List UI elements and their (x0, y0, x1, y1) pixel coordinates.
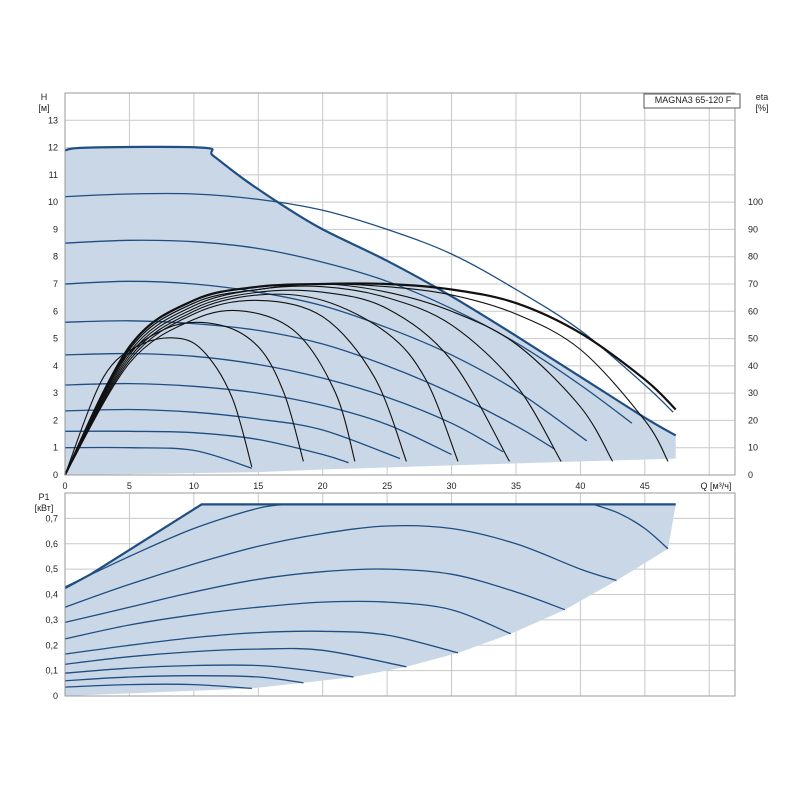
efficiency-max-curve (64, 282, 677, 476)
y-tick-label: 1 (53, 443, 58, 453)
y-tick-label: 8 (53, 252, 58, 262)
plot-frame (64, 492, 736, 697)
x-tick-label: 40 (575, 481, 585, 491)
efficiency-curve (64, 299, 407, 476)
y2-tick-label: 0 (748, 470, 753, 480)
speed-curve (64, 382, 452, 456)
p1-tick-label: 0,1 (45, 666, 58, 676)
efficiency-curve (64, 285, 562, 476)
y2-tick-label: 80 (748, 252, 758, 262)
y2-tick-label: 10 (748, 443, 758, 453)
y2-tick-label: 60 (748, 306, 758, 316)
y-tick-label: 11 (49, 170, 58, 180)
max-power-curve (64, 503, 676, 590)
efficiency-curve (64, 337, 253, 476)
power-curve (64, 683, 252, 690)
x-tick-label: 30 (447, 481, 457, 491)
speed-curve (64, 239, 633, 424)
operating-area (65, 146, 676, 475)
p1-tick-label: 0,3 (45, 615, 58, 625)
power-curve (64, 630, 459, 655)
x-tick-label: 10 (189, 481, 199, 491)
y-tick-label: 5 (53, 334, 58, 344)
speed-curve (64, 280, 588, 442)
y2-tick-label: 30 (748, 388, 758, 398)
p1-tick-label: 0,6 (45, 539, 58, 549)
p1-tick-label: 0,4 (45, 590, 58, 600)
power-panel: 0 0,1 0,2 0,3 0,4 0,5 0,6 0,7P1 [кВт] (35, 492, 736, 701)
y-axis-label: H [м] (38, 92, 49, 113)
title-box (643, 93, 741, 109)
plot-frame (64, 92, 736, 476)
power-curve (64, 675, 304, 684)
x-tick-label: 20 (318, 481, 328, 491)
p1-axis-label: P1 [кВт] (35, 492, 54, 513)
x-tick-label: 15 (253, 481, 263, 491)
y2-tick-label: 40 (748, 361, 758, 371)
y-tick-label: 12 (48, 143, 58, 153)
head-flow-panel: 0123456789101112130102030405060708090100… (38, 92, 768, 491)
power-curve (64, 524, 617, 608)
y-tick-label: 4 (53, 361, 58, 371)
x-tick-label: 45 (640, 481, 650, 491)
x-tick-label: 5 (127, 481, 132, 491)
y2-tick-label: 20 (748, 415, 758, 425)
y-tick-label: 10 (48, 197, 58, 207)
y-tick-label: 7 (53, 279, 58, 289)
power-curve (64, 600, 512, 640)
x-tick-label: 0 (62, 481, 67, 491)
power-curve-top (64, 503, 291, 588)
chart-title: MAGNA3 65-120 F (655, 95, 732, 105)
y2-tick-label: 70 (748, 279, 758, 289)
y-tick-label: 3 (53, 388, 58, 398)
x-tick-label: 35 (511, 481, 521, 491)
y-tick-label: 13 (48, 115, 58, 125)
y-tick-label: 6 (53, 306, 58, 316)
power-curve (64, 647, 407, 668)
efficiency-curve (64, 289, 510, 476)
power-operating-area (65, 504, 676, 696)
y-tick-label: 9 (53, 224, 58, 234)
x-axis-label: Q [м³/ч] (701, 481, 732, 491)
y2-axis-label: eta [%] (755, 92, 768, 113)
speed-curve (64, 408, 401, 460)
efficiency-curve (64, 283, 669, 476)
p1-tick-label: 0,2 (45, 640, 58, 650)
speed-curve (64, 446, 252, 469)
max-head-curve (64, 145, 677, 437)
power-curve (64, 568, 566, 624)
speed-curve (64, 320, 555, 450)
y2-tick-label: 50 (748, 334, 758, 344)
power-curve (64, 664, 354, 678)
p1-tick-label: 0,7 (45, 513, 58, 523)
p1-tick-label: 0 (53, 691, 58, 701)
y2-tick-label: 100 (748, 197, 763, 207)
y2-tick-label: 90 (748, 224, 758, 234)
efficiency-curve (64, 293, 459, 476)
power-curve-right (593, 503, 669, 550)
y-tick-label: 0 (53, 470, 58, 480)
speed-curve (64, 352, 504, 453)
efficiency-curve (64, 309, 356, 476)
speed-curve (64, 430, 349, 464)
y-tick-label: 2 (53, 415, 58, 425)
x-tick-label: 25 (382, 481, 392, 491)
p1-tick-label: 0,5 (45, 564, 58, 574)
